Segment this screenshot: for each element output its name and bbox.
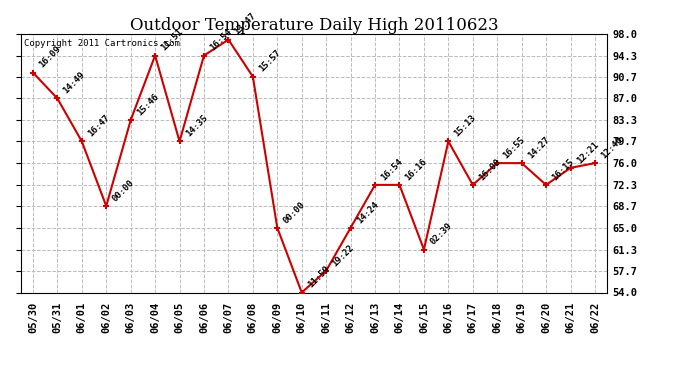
Text: 14:49: 14:49 xyxy=(61,70,87,96)
Text: 00:00: 00:00 xyxy=(110,178,136,203)
Text: 13:47: 13:47 xyxy=(233,12,258,37)
Text: 16:54: 16:54 xyxy=(208,27,233,53)
Text: 16:15: 16:15 xyxy=(550,157,575,182)
Text: 15:13: 15:13 xyxy=(453,113,478,139)
Text: 14:35: 14:35 xyxy=(184,113,209,139)
Text: 14:24: 14:24 xyxy=(355,200,380,225)
Text: 00:00: 00:00 xyxy=(282,200,307,225)
Text: 16:16: 16:16 xyxy=(404,157,429,182)
Title: Outdoor Temperature Daily High 20110623: Outdoor Temperature Daily High 20110623 xyxy=(130,16,498,34)
Text: Copyright 2011 Cartronics.com: Copyright 2011 Cartronics.com xyxy=(23,39,179,48)
Text: 12:40: 12:40 xyxy=(599,135,624,160)
Text: 16:00: 16:00 xyxy=(477,157,502,182)
Text: 02:39: 02:39 xyxy=(428,221,453,247)
Text: 15:57: 15:57 xyxy=(257,48,282,74)
Text: 16:09: 16:09 xyxy=(37,44,63,70)
Text: 19:22: 19:22 xyxy=(331,243,356,268)
Text: 16:47: 16:47 xyxy=(86,113,111,139)
Text: 15:46: 15:46 xyxy=(135,92,160,117)
Text: 11:59: 11:59 xyxy=(306,264,331,290)
Text: 16:55: 16:55 xyxy=(502,135,526,160)
Text: 14:27: 14:27 xyxy=(526,135,551,160)
Text: 12:21: 12:21 xyxy=(575,140,600,165)
Text: 16:54: 16:54 xyxy=(380,157,404,182)
Text: 11:51: 11:51 xyxy=(159,27,185,53)
